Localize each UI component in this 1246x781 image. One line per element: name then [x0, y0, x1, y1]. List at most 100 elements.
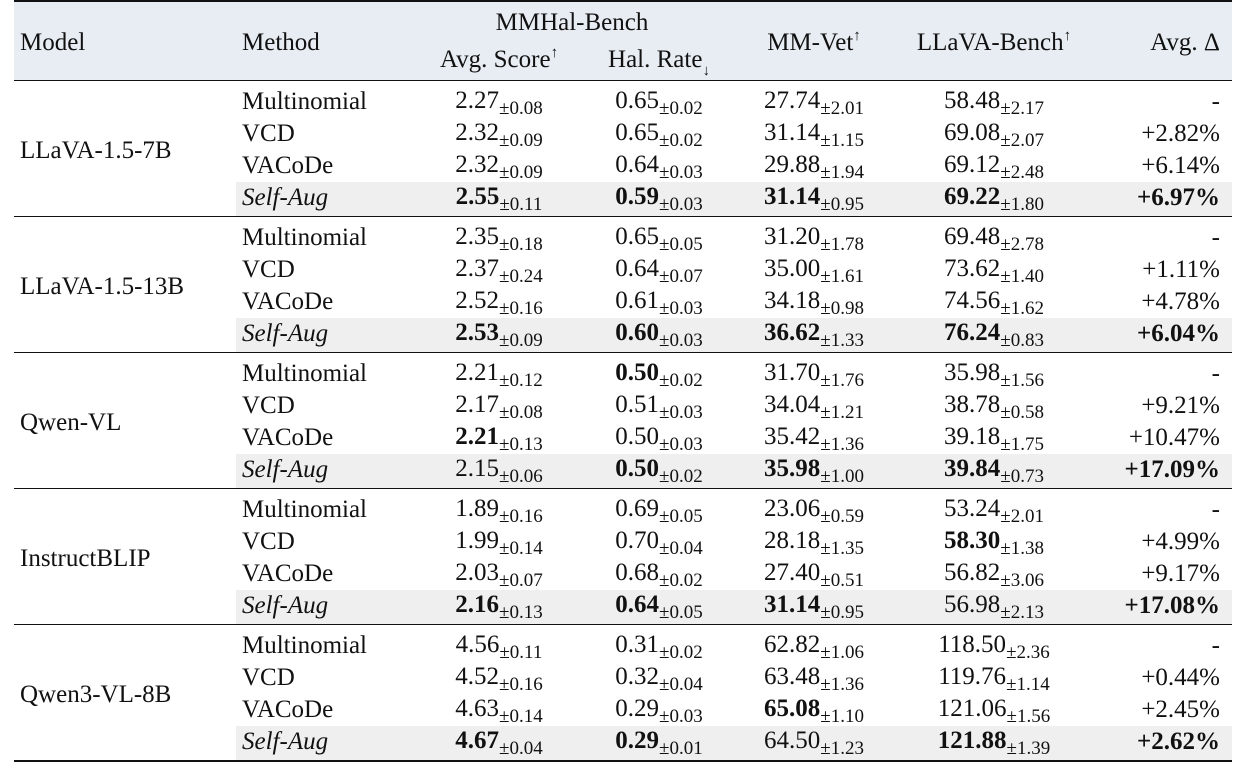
method-name: VACoDe	[242, 288, 334, 315]
avg-delta-cell: -	[1092, 353, 1232, 391]
avg-delta-cell: +2.45%	[1092, 694, 1232, 726]
avg-score-cell: 2.32±0.09	[412, 150, 586, 183]
header-mmhal-bench: MMHal-Bench	[495, 9, 649, 36]
cell-std: ±0.02	[659, 130, 703, 151]
cell-value: -	[1211, 224, 1220, 251]
avg-delta-cell: +17.08%	[1092, 590, 1232, 625]
cell-std: ±1.00	[820, 466, 864, 487]
cell-std: ±2.01	[820, 98, 864, 119]
cell-value: 74.56	[944, 287, 1001, 314]
cell-std: ±0.07	[659, 266, 703, 287]
cell-value: 0.31	[615, 631, 660, 658]
avg-delta-cell: +4.78%	[1092, 286, 1232, 318]
avg-delta-cell: -	[1092, 625, 1232, 663]
cell-value: 118.50	[938, 631, 1007, 658]
llava-bench-cell: 53.24±2.01	[896, 489, 1092, 527]
hal-rate-cell: 0.68±0.02	[586, 558, 732, 591]
table-row: LLaVA-1.5-13B Multinomial 2.35±0.18 0.65±0.…	[14, 216, 1232, 300]
model-name: LLaVA-1.5-13B	[20, 273, 185, 300]
method-name: VACoDe	[242, 424, 334, 451]
cell-std: ±1.62	[1000, 298, 1044, 319]
results-table: Model Method MMHal-Bench MM-Vet↑ LLaVA-B…	[14, 0, 1232, 762]
method-name: VCD	[242, 120, 295, 147]
llava-bench-cell: 118.50±2.36	[896, 625, 1092, 663]
cell-std: ±0.02	[659, 570, 703, 591]
cell-std: ±2.78	[1000, 234, 1044, 255]
cell-value: 0.65	[615, 223, 660, 250]
table-body: LLaVA-1.5-7B Multinomial 2.27±0.08 0.65±0.0…	[14, 80, 1232, 761]
cell-value: 0.51	[615, 391, 660, 418]
cell-std: ±0.13	[499, 434, 543, 455]
method-name: Self-Aug	[236, 182, 412, 217]
cell-std: ±0.95	[820, 194, 864, 215]
cell-std: ±0.16	[499, 674, 543, 695]
cell-std: ±0.18	[499, 234, 543, 255]
method-name: VCD	[242, 528, 295, 555]
mm-vet-cell: 35.00±1.61	[732, 254, 896, 287]
table-row: Qwen3-VL-8B Multinomial 4.56±0.11 0.31±0.02…	[14, 624, 1232, 708]
hal-rate-cell: 0.51±0.03	[586, 390, 732, 423]
cell-value: 0.50	[615, 455, 660, 482]
cell-std: ±0.51	[820, 570, 864, 591]
llava-bench-cell: 69.08±2.07	[896, 118, 1092, 151]
cell-value: 2.52	[455, 287, 500, 314]
avg-delta-cell: -	[1092, 489, 1232, 527]
method-name: Self-Aug	[236, 726, 412, 761]
cell-std: ±1.75	[1000, 434, 1044, 455]
mm-vet-cell: 36.62±1.33	[732, 318, 896, 353]
cell-value: 0.50	[615, 359, 660, 386]
results-table-container: Model Method MMHal-Bench MM-Vet↑ LLaVA-B…	[14, 0, 1232, 762]
table-row: VCD 2.32±0.09 0.65±0.02 31.14±1.15 69.08±2.0…	[14, 118, 1232, 151]
avg-delta-cell: +9.17%	[1092, 558, 1232, 590]
cell-value: 35.98	[944, 359, 1001, 386]
cell-std: ±2.36	[1006, 642, 1050, 663]
model-name: Qwen3-VL-8B	[20, 681, 172, 708]
method-name: Multinomial	[242, 496, 367, 523]
avg-score-cell: 2.21±0.13	[412, 422, 586, 455]
llava-bench-cell: 121.88±1.39	[896, 726, 1092, 761]
table-row: Self-Aug 2.55±0.11 0.59±0.03 31.14±0.95 69.2…	[14, 182, 1232, 217]
cell-std: ±0.09	[499, 162, 543, 183]
cell-std: ±1.61	[820, 266, 864, 287]
cell-std: ±0.16	[499, 298, 543, 319]
header-llava-bench: LLaVA-Bench↑	[916, 28, 1072, 56]
avg-delta-cell: +6.97%	[1092, 182, 1232, 217]
cell-value: 1.89	[455, 495, 500, 522]
cell-std: ±0.02	[659, 370, 703, 391]
avg-score-cell: 2.15±0.06	[412, 454, 586, 489]
cell-value: 0.70	[615, 527, 660, 554]
cell-value: 35.98	[764, 455, 821, 482]
avg-score-cell: 2.52±0.16	[412, 286, 586, 319]
cell-value: 0.64	[615, 255, 660, 282]
cell-std: ±2.48	[1000, 162, 1044, 183]
cell-std: ±0.03	[659, 706, 703, 727]
cell-value: 64.50	[764, 727, 821, 754]
mm-vet-cell: 31.14±1.15	[732, 118, 896, 151]
hal-rate-cell: 0.65±0.02	[586, 81, 732, 119]
hal-rate-cell: 0.65±0.05	[586, 217, 732, 255]
cell-std: ±0.02	[659, 466, 703, 487]
cell-value: 34.18	[764, 287, 821, 314]
table-row: VACoDe 2.32±0.09 0.64±0.03 29.88±1.94 69.12±…	[14, 150, 1232, 183]
cell-value: 56.82	[944, 559, 1001, 586]
cell-std: ±1.33	[820, 330, 864, 351]
cell-std: ±0.01	[659, 738, 703, 759]
mm-vet-cell: 28.18±1.35	[732, 526, 896, 559]
avg-delta-cell: +17.09%	[1092, 454, 1232, 489]
llava-bench-cell: 69.12±2.48	[896, 150, 1092, 183]
cell-value: +2.45%	[1141, 696, 1220, 723]
avg-score-cell: 2.35±0.18	[412, 217, 586, 255]
method-name: VCD	[242, 256, 295, 283]
llava-bench-cell: 74.56±1.62	[896, 286, 1092, 319]
cell-std: ±1.15	[820, 130, 864, 151]
table-row: Self-Aug 2.16±0.13 0.64±0.05 31.14±0.95 56.9…	[14, 590, 1232, 625]
cell-value: +2.82%	[1141, 120, 1220, 147]
cell-std: ±1.23	[820, 738, 864, 759]
cell-std: ±0.06	[499, 466, 543, 487]
cell-value: 0.61	[615, 287, 660, 314]
avg-delta-cell: +6.04%	[1092, 318, 1232, 353]
mm-vet-cell: 31.14±0.95	[732, 590, 896, 625]
cell-std: ±0.03	[659, 434, 703, 455]
cell-value: +1.11%	[1142, 256, 1220, 283]
cell-value: 121.06	[937, 695, 1007, 722]
